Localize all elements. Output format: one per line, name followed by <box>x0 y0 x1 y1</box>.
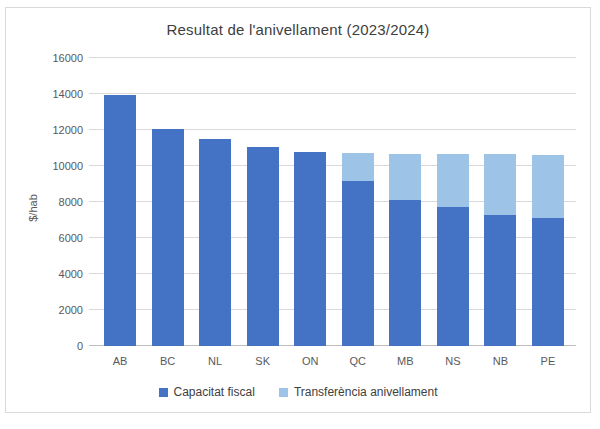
capacitat-fiscal-swatch-icon <box>159 388 168 397</box>
chart-title: Resultat de l'anivellament (2023/2024) <box>6 21 590 38</box>
bar-transferencia-anivellament-pe <box>532 155 564 218</box>
bar-transferencia-anivellament-mb <box>389 154 421 200</box>
x-tick-label-bc: BC <box>144 355 192 367</box>
x-tick-label-on: ON <box>286 355 334 367</box>
y-tick-label: 4000 <box>39 267 83 281</box>
gridline <box>89 57 576 58</box>
y-tick-label: 16000 <box>39 51 83 65</box>
y-tick-label: 2000 <box>39 303 83 317</box>
chart-frame: Resultat de l'anivellament (2023/2024) $… <box>5 7 591 413</box>
transferencia-anivellament-swatch-icon <box>279 388 288 397</box>
plot-area: 0200040006000800010000120001400016000ABB… <box>89 58 576 346</box>
y-tick-label: 0 <box>39 339 83 353</box>
y-tick-label: 10000 <box>39 159 83 173</box>
legend-item-transferencia-anivellament: Transferència anivellament <box>279 385 438 399</box>
gridline <box>89 93 576 94</box>
legend-label-transferencia-anivellament: Transferència anivellament <box>294 385 438 399</box>
bar-capacitat-fiscal-qc <box>342 181 374 346</box>
y-tick-label: 8000 <box>39 195 83 209</box>
x-tick-label-pe: PE <box>524 355 572 367</box>
bar-capacitat-fiscal-on <box>294 152 326 346</box>
x-tick-label-qc: QC <box>334 355 382 367</box>
bar-capacitat-fiscal-nl <box>199 139 231 346</box>
chart-canvas: Resultat de l'anivellament (2023/2024) $… <box>0 0 600 429</box>
x-tick-label-nb: NB <box>476 355 524 367</box>
bar-capacitat-fiscal-sk <box>247 147 279 346</box>
x-tick-label-sk: SK <box>239 355 287 367</box>
bar-capacitat-fiscal-mb <box>389 200 421 346</box>
x-tick-label-ns: NS <box>429 355 477 367</box>
bar-capacitat-fiscal-nb <box>484 215 516 346</box>
legend: Capacitat fiscal Transferència anivellame… <box>6 385 590 399</box>
bar-capacitat-fiscal-ab <box>104 95 136 346</box>
legend-item-capacitat-fiscal: Capacitat fiscal <box>159 385 255 399</box>
bar-transferencia-anivellament-nb <box>484 154 516 214</box>
bar-capacitat-fiscal-pe <box>532 218 564 346</box>
bar-capacitat-fiscal-ns <box>437 207 469 347</box>
y-tick-label: 14000 <box>39 87 83 101</box>
legend-label-capacitat-fiscal: Capacitat fiscal <box>174 385 255 399</box>
y-tick-label: 12000 <box>39 123 83 137</box>
bar-transferencia-anivellament-ns <box>437 154 469 206</box>
x-tick-label-mb: MB <box>381 355 429 367</box>
x-tick-label-ab: AB <box>96 355 144 367</box>
bar-transferencia-anivellament-qc <box>342 153 374 182</box>
bar-capacitat-fiscal-bc <box>152 129 184 346</box>
x-tick-label-nl: NL <box>191 355 239 367</box>
y-tick-label: 6000 <box>39 231 83 245</box>
